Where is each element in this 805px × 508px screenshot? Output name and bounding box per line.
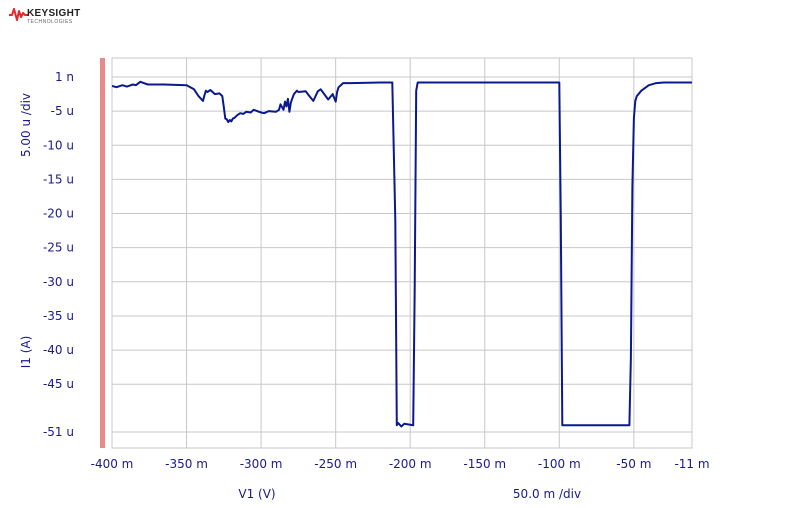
- x-tick-label: -400 m: [91, 457, 134, 471]
- plot-frame: [111, 57, 693, 449]
- x-axis-title: V1 (V): [238, 487, 275, 501]
- y-tick-label: -20 u: [43, 207, 74, 221]
- x-tick-label: -200 m: [389, 457, 432, 471]
- chart-grid: [111, 57, 693, 449]
- y-tick-label: -10 u: [43, 138, 74, 152]
- x-tick-label: -250 m: [314, 457, 357, 471]
- x-tick-label: -100 m: [538, 457, 581, 471]
- y-axis-title: I1 (A): [19, 336, 33, 369]
- y-tick-label: 1 n: [55, 70, 74, 84]
- x-tick-label: -150 m: [463, 457, 506, 471]
- x-tick-label: -11 m: [674, 457, 709, 471]
- y-tick-label: -30 u: [43, 275, 74, 289]
- y-tick-label: -5 u: [51, 104, 74, 118]
- x-scale-label: 50.0 m /div: [513, 487, 581, 501]
- brand-name: KEYSIGHT: [27, 8, 81, 19]
- y-tick-label: -40 u: [43, 343, 74, 357]
- y-tick-label: -35 u: [43, 309, 74, 323]
- y-tick-label: -15 u: [43, 172, 74, 186]
- y-tick-label: -25 u: [43, 241, 74, 255]
- y-scale-label: 5.00 u /div: [19, 93, 33, 157]
- brand-sub: TECHNOLOGIES: [27, 19, 73, 25]
- x-tick-label: -50 m: [616, 457, 651, 471]
- y-position-marker-bar[interactable]: [100, 58, 105, 448]
- x-tick-label: -350 m: [165, 457, 208, 471]
- i1-trace-line: [111, 80, 692, 428]
- x-tick-labels: -400 m -350 m -300 m -250 m -200 m -150 m -100…: [91, 457, 710, 471]
- y-tick-labels: 1 n -5 u -10 u -15 u -20 u -25 u -30 u -35 u -40…: [43, 70, 74, 439]
- y-tick-label: -51 u: [43, 425, 74, 439]
- keysight-wave-icon: [9, 8, 29, 21]
- x-tick-label: -300 m: [240, 457, 283, 471]
- keysight-logo: [8, 6, 98, 28]
- y-tick-label: -45 u: [43, 377, 74, 391]
